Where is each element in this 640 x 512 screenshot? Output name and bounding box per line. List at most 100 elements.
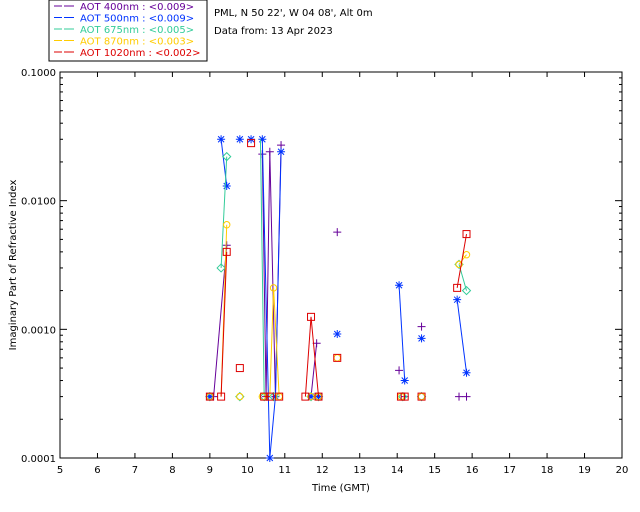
data-point [205,392,214,401]
x-tick-label: 18 [541,465,554,476]
data-point [258,135,267,144]
data-point [462,368,471,377]
data-point [333,354,341,362]
data-point [307,312,316,321]
date-info: Data from: 13 Apr 2023 [214,26,333,37]
x-tick-label: 6 [94,465,100,476]
data-point [307,392,315,401]
data-point [235,135,244,144]
x-tick-label: 12 [316,465,329,476]
data-point [216,263,226,273]
data-point [417,322,426,331]
data-point [333,353,342,362]
x-tick-label: 20 [616,465,629,476]
x-tick-label: 19 [578,465,591,476]
x-tick-label: 17 [503,465,516,476]
data-point [417,392,426,401]
data-point [269,284,278,292]
series-layer [205,135,472,462]
series-line [265,151,271,397]
legend-label: AOT 675nm : <0.005> [80,25,194,36]
legend-box [48,0,208,62]
data-point [462,392,471,401]
legend-label: AOT 870nm : <0.003> [80,37,194,48]
series-4 [206,221,471,401]
x-tick-label: 7 [132,465,138,476]
y-tick-label: 0.0001 [21,454,56,465]
series-line [310,343,318,397]
data-point [205,392,214,401]
data-point [235,364,244,373]
data-point [455,260,463,269]
series-line [220,156,228,268]
data-point [453,283,462,292]
x-tick-label: 5 [57,465,63,476]
series-line [259,139,265,397]
data-point [236,392,244,401]
data-point [395,281,404,290]
data-point [265,454,274,462]
x-tick-label: 8 [169,465,175,476]
series-line [273,287,280,397]
series-line [213,245,228,397]
series-line [398,285,406,381]
data-point [275,392,284,401]
data-point [417,392,426,401]
data-point [260,392,269,401]
data-point [461,285,472,296]
data-point [217,392,226,401]
data-point [417,334,426,343]
data-point [222,247,231,256]
data-point [222,182,231,191]
data-point [265,392,274,401]
x-tick-label: 16 [466,465,479,476]
y-tick-label: 0.0010 [21,325,56,336]
series-line [458,254,467,265]
data-point [247,139,256,148]
data-point [453,295,462,304]
data-point [217,135,226,144]
series-line [261,154,267,397]
series-line [269,396,276,459]
data-point [400,376,409,385]
y-tick-label: 0.0100 [21,197,56,208]
data-point [333,228,342,237]
data-point [265,147,274,156]
series-line [456,299,468,373]
series-line [269,287,275,397]
y-axis-label: Imaginary Part of Refractive Index [8,180,19,351]
axis-ticks: 5 6 7 8 9 10 11 12 13 14 15 16 17 18 19 20 0.0001 0.0010 0… [21,68,628,476]
y-tick-label: 0.1000 [21,68,56,79]
x-tick-label: 13 [353,465,366,476]
data-point [462,230,471,239]
series-line [261,139,271,459]
data-point [455,392,464,401]
data-point [277,147,286,156]
legend-label: AOT 500nm : <0.009> [80,14,194,25]
series-line [220,251,228,397]
x-tick-label: 15 [428,465,441,476]
data-point [301,392,310,401]
legend: AOT 400nm : <0.009>AOT 500nm : <0.009>AO… [54,2,200,59]
plot-area [59,71,623,459]
data-point [314,392,323,401]
series-2 [205,135,471,462]
x-axis-label: Time (GMT) [311,483,370,494]
site-info: PML, N 50 22', W 04 08', Alt 0m [214,8,373,19]
series-line [269,151,276,397]
series-line [304,316,312,397]
x-tick-label: 10 [241,465,254,476]
series-line [274,151,282,397]
series-5 [205,139,471,401]
data-point [222,151,232,162]
series-line [456,233,468,288]
x-tick-label: 9 [207,465,213,476]
data-point [400,392,409,401]
series-line [310,316,320,397]
legend-label: AOT 400nm : <0.009> [80,2,194,13]
data-point [333,329,342,338]
x-tick-label: 14 [391,465,404,476]
data-point [395,366,404,375]
legend-label: AOT 1020nm : <0.002> [80,48,200,59]
